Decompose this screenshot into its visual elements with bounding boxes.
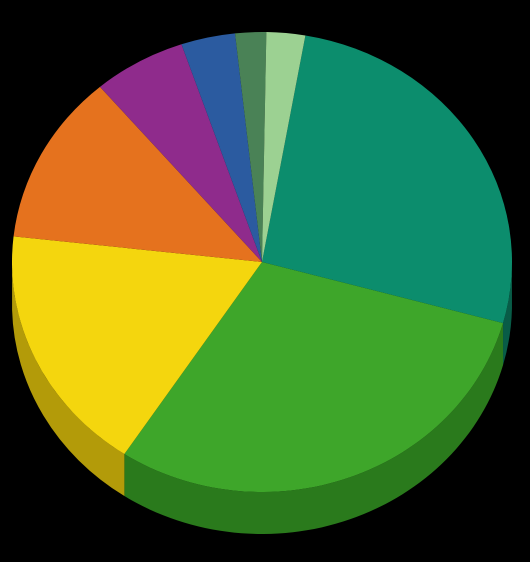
pie-chart-3d xyxy=(0,0,530,562)
pie-top-faces xyxy=(12,32,512,492)
